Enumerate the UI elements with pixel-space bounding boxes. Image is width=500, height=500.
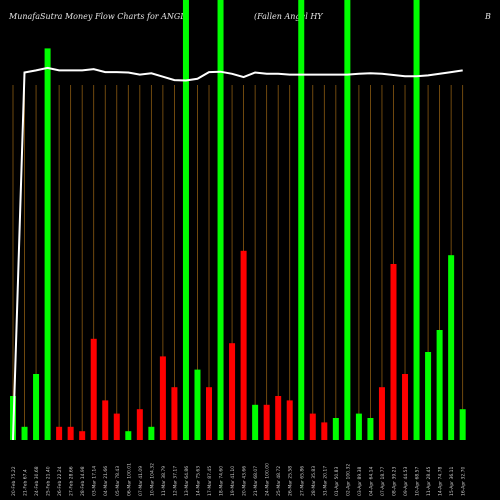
volume-bar — [33, 374, 40, 440]
volume-bar — [229, 343, 236, 440]
x-tick-label: 03-Mar 17.14 — [92, 466, 98, 496]
x-tick-label: 04-Apr 64.14 — [368, 467, 374, 496]
volume-bar — [67, 426, 74, 440]
x-tick-label: 25-Mar 48.72 — [276, 466, 282, 496]
volume-bar — [355, 413, 362, 440]
chart-title: MunafaSutra Money Flow Charts for ANGL — [9, 12, 186, 21]
volume-bar — [344, 0, 351, 440]
x-tick-label: 01-Apr 50.83 — [334, 467, 340, 496]
x-tick-label: 02-Apr 100.32 — [345, 464, 351, 496]
volume-bar — [321, 422, 328, 440]
volume-bar — [206, 387, 213, 440]
volume-bar — [436, 330, 443, 440]
x-tick-label: 13-Mar 64.86 — [184, 466, 190, 496]
volume-bar — [90, 338, 97, 440]
x-tick-label: 16-Apr 32.70 — [461, 467, 467, 496]
chart-subtitle: (Fallen Angel HY — [254, 12, 323, 21]
x-tick-label: 05-Mar 78.43 — [115, 466, 121, 496]
x-tick-label: 14-Apr 74.78 — [438, 467, 444, 496]
volume-bar — [459, 409, 466, 440]
volume-bar — [125, 431, 132, 440]
volume-bar — [263, 404, 270, 440]
volume-bar — [44, 48, 51, 441]
x-tick-label: 20-Feb 75.22 — [11, 466, 17, 496]
x-tick-label: 08-Apr 39.23 — [391, 467, 397, 496]
x-tick-label: 24-Feb 30.68 — [34, 466, 40, 496]
volume-bar — [79, 431, 86, 440]
volume-bar — [402, 374, 409, 440]
x-tick-label: 18-Mar 74.60 — [219, 466, 225, 496]
volume-bar — [136, 409, 143, 440]
volume-bar — [425, 352, 432, 440]
volume-bar — [102, 400, 109, 440]
x-tick-label: 24-Mar 100.00 — [265, 463, 271, 496]
x-tick-label: 12-Mar 37.17 — [172, 466, 178, 496]
volume-bar — [275, 396, 282, 440]
volume-bar — [194, 369, 201, 440]
volume-bar — [159, 356, 166, 440]
x-tick-label: 26-Mar 25.58 — [288, 466, 294, 496]
x-tick-label: 10-Apr 68.57 — [415, 467, 421, 496]
x-tick-label: 21-Feb 67.4 — [23, 469, 29, 496]
x-tick-label: 06-Mar 100.01 — [126, 463, 132, 496]
x-tick-label: 31-Mar 20.17 — [322, 466, 328, 496]
volume-bar — [332, 418, 339, 440]
x-tick-label: 27-Mar 65.86 — [299, 466, 305, 496]
volume-bar — [252, 404, 259, 440]
x-tick-label: 28-Mar 35.83 — [311, 466, 317, 496]
volume-bar — [21, 426, 28, 440]
x-tick-label: 07-Apr 18.77 — [380, 467, 386, 496]
x-tick-label: 21-Mar 68.07 — [253, 466, 259, 496]
volume-bar — [309, 413, 316, 440]
volume-bar — [113, 413, 120, 440]
x-tick-label: 14-Mar 75.63 — [195, 466, 201, 496]
x-tick-label: 25-Feb 21.40 — [46, 466, 52, 496]
x-tick-label: 17-Mar 87.45 — [207, 466, 213, 496]
x-tick-label: 11-Mar 38.79 — [161, 466, 167, 496]
x-tick-label: 26-Feb 22.24 — [57, 466, 63, 496]
volume-bar — [298, 0, 305, 440]
x-tick-label: 20-Mar 43.66 — [242, 466, 248, 496]
volume-bar — [240, 250, 247, 440]
x-tick-label: 27-Feb 28.66 — [69, 466, 75, 496]
volume-bar — [171, 387, 178, 440]
x-tick-label: 09-Apr 44.53 — [403, 467, 409, 496]
volume-bar — [56, 426, 63, 440]
volume-bar — [182, 0, 189, 440]
x-tick-label: 10-Mar 104.32 — [149, 463, 155, 496]
x-tick-label: 11-Apr 28.45 — [426, 467, 432, 496]
x-tick-label: 28-Feb 14.98 — [80, 466, 86, 496]
x-tick-label: 04-Mar 21.66 — [103, 466, 109, 496]
volume-bar — [378, 387, 385, 440]
chart-tag: B — [485, 12, 491, 21]
volume-bar — [390, 264, 397, 440]
volume-bar — [367, 418, 374, 440]
money-flow-line — [12, 66, 463, 441]
volume-bar — [286, 400, 293, 440]
x-tick-label: 15-Apr 36.11 — [449, 467, 455, 496]
volume-bar — [413, 0, 420, 440]
volume-bars — [10, 0, 466, 441]
x-tick-label: 07-Mar 41.09 — [138, 466, 144, 496]
x-tick-label: 03-Apr 89.38 — [357, 467, 363, 496]
volume-bar — [448, 255, 455, 440]
x-tick-label: 19-Mar 41.10 — [230, 466, 236, 496]
x-tick-labels: 20-Feb 75.22 21-Feb 67.4 24-Feb 30.68 25-Fe… — [11, 463, 467, 496]
volume-bar — [217, 0, 224, 440]
volume-bar — [148, 426, 155, 440]
